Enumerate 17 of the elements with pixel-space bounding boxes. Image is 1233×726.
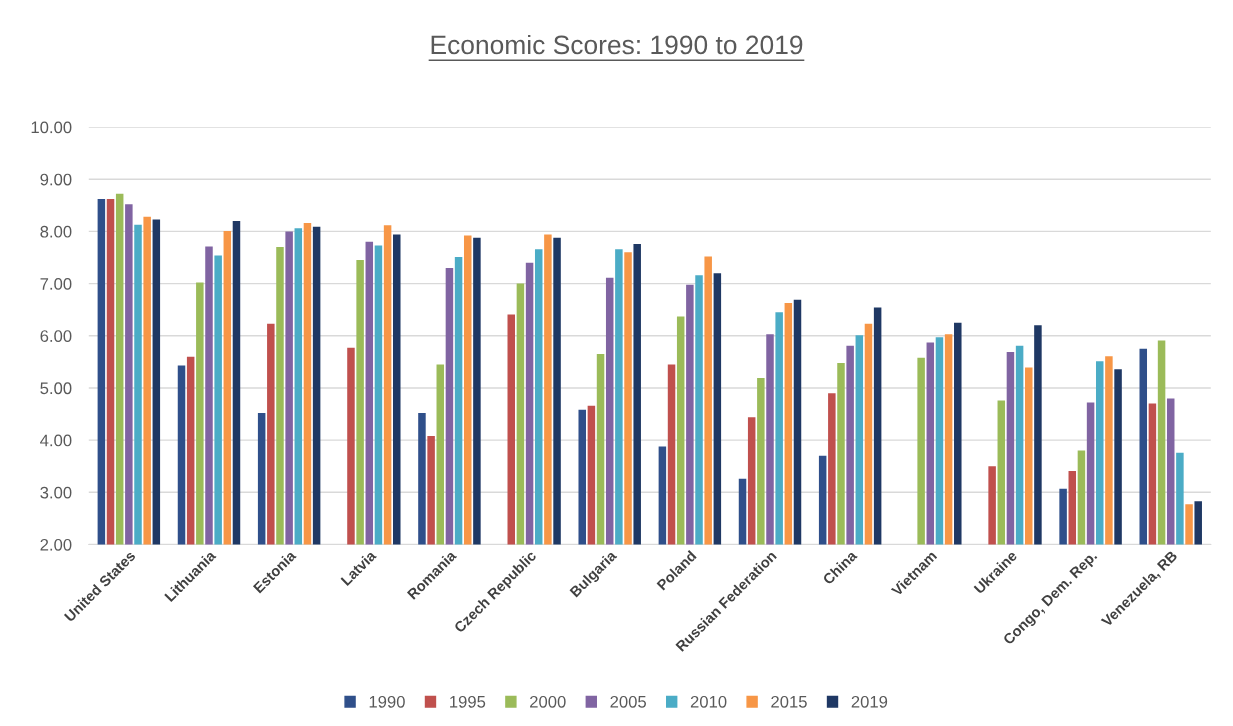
y-tick-label: 10.00 (31, 121, 72, 134)
y-tick-label: 9.00 (40, 173, 72, 186)
y-tick-label: 6.00 (40, 330, 72, 342)
y-tick-label: 5.00 (40, 382, 72, 395)
legend-label: 2010 (690, 695, 727, 708)
legend-label: 2000 (530, 695, 566, 708)
legend-label: 1990 (369, 695, 405, 708)
y-tick-label: 8.00 (40, 225, 72, 238)
legend-label: 2005 (610, 695, 647, 708)
y-tick-label: 7.00 (40, 277, 72, 290)
y-tick-label: 2.00 (40, 538, 72, 551)
legend-label: 1995 (450, 695, 486, 708)
legend-label: 2015 (771, 695, 807, 708)
chart-title: Economic Scores: 1990 to 2019 (431, 34, 803, 55)
y-tick-label: 3.00 (40, 486, 72, 499)
y-tick-label: 4.00 (40, 434, 72, 447)
legend-label: 2019 (851, 695, 888, 708)
